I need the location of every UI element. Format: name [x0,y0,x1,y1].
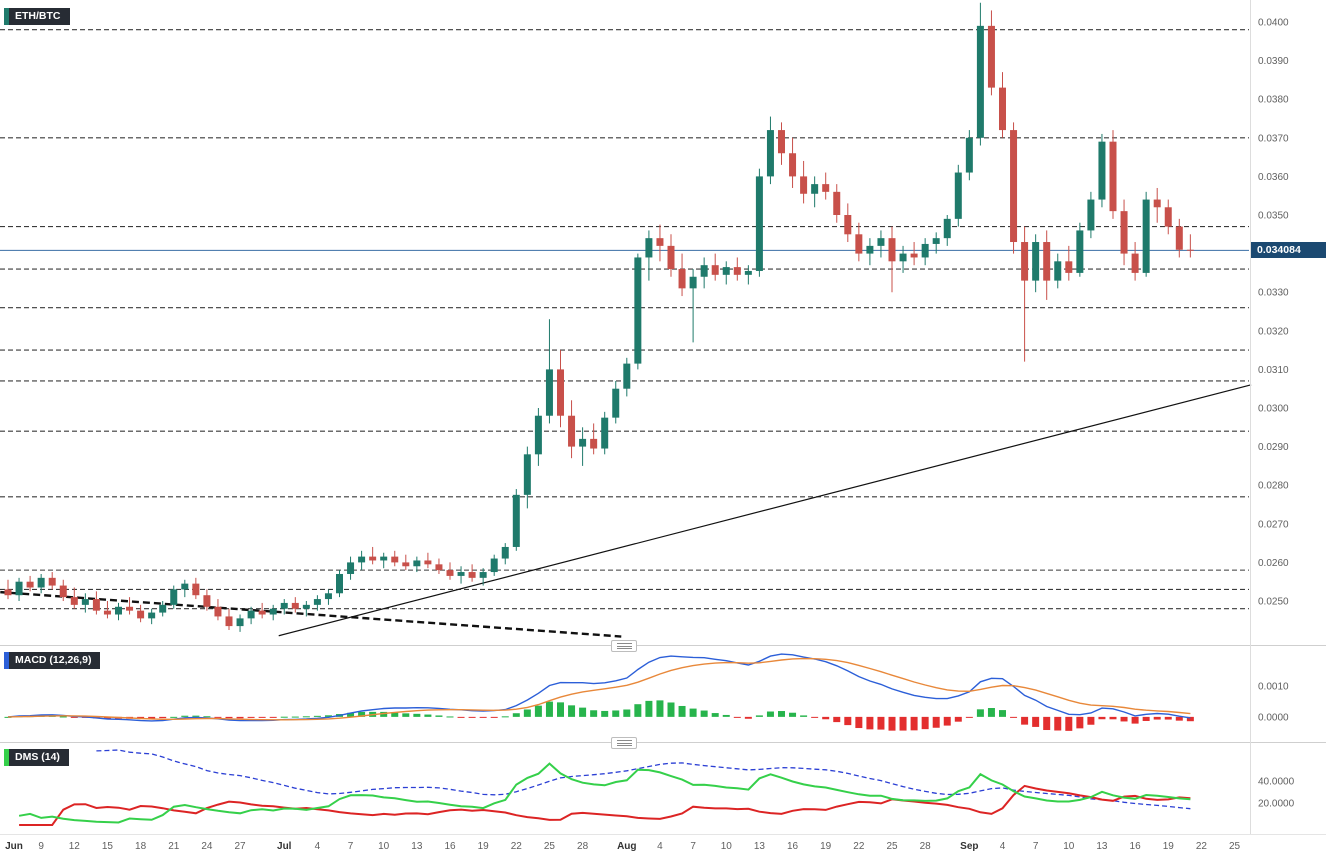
svg-text:Jul: Jul [277,841,292,852]
macd-label-text: MACD (12,26,9) [15,654,92,666]
svg-text:7: 7 [1033,841,1039,852]
svg-text:0.0250: 0.0250 [1258,597,1289,608]
svg-text:0.0360: 0.0360 [1258,172,1289,183]
svg-text:10: 10 [1063,841,1075,852]
svg-text:0.0350: 0.0350 [1258,211,1289,222]
svg-text:24: 24 [201,841,213,852]
svg-text:13: 13 [754,841,766,852]
symbol-text: ETH/BTC [15,10,61,22]
svg-text:0.0320: 0.0320 [1258,326,1289,337]
current-price-tag: 0.034084 [1251,242,1326,259]
svg-text:0.0010: 0.0010 [1258,682,1289,693]
svg-text:28: 28 [920,841,932,852]
svg-text:15: 15 [102,841,114,852]
svg-text:19: 19 [1163,841,1175,852]
svg-text:13: 13 [411,841,423,852]
svg-text:0.0390: 0.0390 [1258,56,1289,67]
symbol-label[interactable]: ETH/BTC [4,8,70,25]
svg-text:25: 25 [544,841,556,852]
svg-text:19: 19 [478,841,490,852]
dms-label-text: DMS (14) [15,751,60,763]
series-color-chip [4,8,9,25]
svg-text:4: 4 [1000,841,1006,852]
macd-indicator-label[interactable]: MACD (12,26,9) [4,652,101,669]
svg-text:Jun: Jun [5,841,23,852]
svg-text:0.0300: 0.0300 [1258,404,1289,415]
svg-text:13: 13 [1096,841,1108,852]
pane-resize-handle[interactable] [611,640,637,652]
svg-text:22: 22 [1196,841,1208,852]
svg-text:0.0310: 0.0310 [1258,365,1289,376]
svg-text:12: 12 [69,841,81,852]
svg-text:Sep: Sep [960,841,978,852]
svg-text:19: 19 [820,841,832,852]
svg-text:22: 22 [853,841,865,852]
svg-text:16: 16 [787,841,799,852]
svg-text:28: 28 [577,841,589,852]
svg-text:0.0400: 0.0400 [1258,18,1289,29]
svg-text:0.0290: 0.0290 [1258,442,1289,453]
svg-text:10: 10 [721,841,733,852]
svg-text:7: 7 [348,841,354,852]
svg-text:40.0000: 40.0000 [1258,776,1295,787]
svg-text:0.0380: 0.0380 [1258,95,1289,106]
pane-resize-handle[interactable] [611,737,637,749]
svg-text:4: 4 [315,841,321,852]
svg-text:7: 7 [690,841,696,852]
svg-text:27: 27 [234,841,246,852]
svg-text:0.0260: 0.0260 [1258,558,1289,569]
dms-indicator-label[interactable]: DMS (14) [4,749,69,766]
svg-text:21: 21 [168,841,180,852]
svg-text:16: 16 [444,841,456,852]
svg-text:20.0000: 20.0000 [1258,798,1295,809]
svg-text:0.0280: 0.0280 [1258,481,1289,492]
svg-text:22: 22 [511,841,523,852]
svg-text:Aug: Aug [617,841,636,852]
svg-text:0.0000: 0.0000 [1258,712,1289,723]
macd-color-chip [4,652,9,669]
svg-text:25: 25 [886,841,898,852]
svg-text:9: 9 [38,841,44,852]
svg-text:18: 18 [135,841,147,852]
dms-color-chip [4,749,9,766]
svg-text:0.0270: 0.0270 [1258,519,1289,530]
svg-text:10: 10 [378,841,390,852]
svg-text:25: 25 [1229,841,1241,852]
svg-text:0.0330: 0.0330 [1258,288,1289,299]
svg-text:4: 4 [657,841,663,852]
svg-text:16: 16 [1130,841,1142,852]
svg-text:0.0370: 0.0370 [1258,133,1289,144]
